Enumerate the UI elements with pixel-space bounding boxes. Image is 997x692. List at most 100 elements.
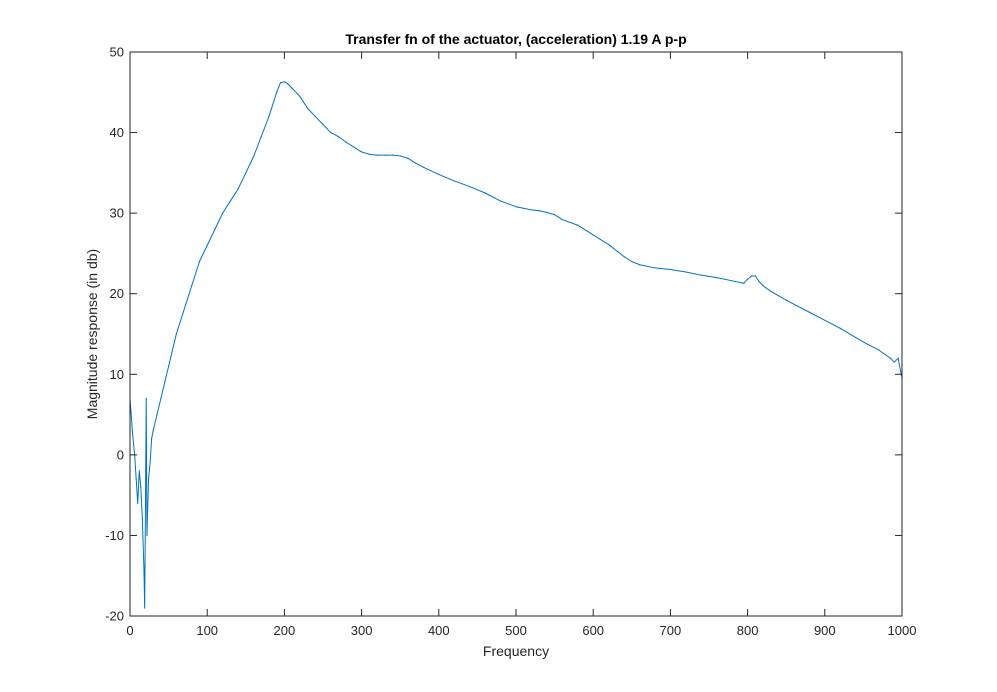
data-point [824,319,826,321]
data-point [608,243,610,246]
data-point [306,107,309,109]
data-point [222,212,224,214]
data-point [237,188,239,190]
data-point [287,83,289,85]
data-point [499,200,502,202]
chart-title: Transfer fn of the actuator, (accelerati… [345,31,686,47]
data-point [252,156,255,158]
data-point [147,478,150,480]
y-tick-label: 20 [110,286,124,301]
data-point [156,413,158,416]
data-point [685,271,687,273]
x-tick-label: 700 [660,623,682,638]
data-point [808,311,810,313]
data-point [144,607,146,609]
data-point [561,218,563,221]
data-point [191,285,193,287]
x-tick-label: 600 [582,623,604,638]
data-point [754,275,756,277]
data-point [546,211,548,213]
plot-area [130,52,902,616]
series-line [129,81,903,609]
data-point [893,361,895,363]
data-point [260,136,262,138]
data-point [149,462,151,464]
data-point [330,131,332,134]
data-point [140,486,142,488]
data-point [141,518,143,520]
data-point [135,478,137,480]
data-point [770,290,772,292]
data-point [245,172,247,174]
x-tick-label: 0 [126,623,133,638]
x-axis: 0 100 200 300 400 500 600 700 800 900 1000 [126,52,916,638]
data-point [889,357,892,359]
y-tick-label: 0 [117,447,124,462]
data-layer [129,81,903,609]
data-point [368,153,370,155]
data-point [152,430,154,432]
y-axis: -20 -10 0 10 20 30 40 50 [105,45,902,624]
y-tick-label: 10 [110,367,124,382]
data-point [785,299,787,301]
data-point [145,397,147,400]
y-tick-label: -10 [105,528,124,543]
data-point [878,349,880,351]
data-point [151,438,153,440]
data-point [750,275,753,277]
data-point [198,260,201,263]
data-point [716,277,718,279]
data-point [391,154,394,156]
data-point [453,180,455,182]
data-point [762,285,764,287]
data-point [669,268,672,271]
data-point [631,260,633,263]
data-point [183,309,185,311]
data-point [279,82,282,84]
data-point [515,206,517,208]
data-point [654,267,656,269]
data-point [283,81,285,83]
data-point [862,341,865,343]
data-point [268,115,270,118]
data-point [143,567,145,569]
data-point [399,155,401,157]
data-point [376,154,378,156]
y-tick-label: 40 [110,125,124,140]
y-tick-label: -20 [105,609,124,624]
data-point [138,470,140,472]
x-tick-label: 400 [428,623,450,638]
x-axis-label: Frequency [483,643,549,659]
data-point [623,256,625,258]
data-point [897,357,899,359]
data-point [345,141,347,143]
data-point [554,214,556,216]
data-point [577,224,579,226]
data-point [839,327,841,329]
data-point [747,278,749,280]
data-point [592,234,594,236]
data-point [206,244,208,246]
data-point [131,430,133,432]
data-point [743,282,745,284]
data-point [361,151,363,153]
data-point [758,281,760,283]
data-point [731,280,733,282]
x-tick-label: 1000 [888,623,917,638]
data-point [214,228,216,230]
data-point [314,115,316,118]
data-point [353,146,355,148]
data-point [415,162,417,164]
data-point [530,209,533,211]
data-point [438,173,440,176]
data-point [638,264,641,266]
data-point [700,274,702,276]
data-point [291,87,293,89]
data-point [469,185,471,188]
data-point [538,210,540,212]
data-point [175,333,177,335]
data-point [229,200,231,202]
data-point [276,91,278,93]
